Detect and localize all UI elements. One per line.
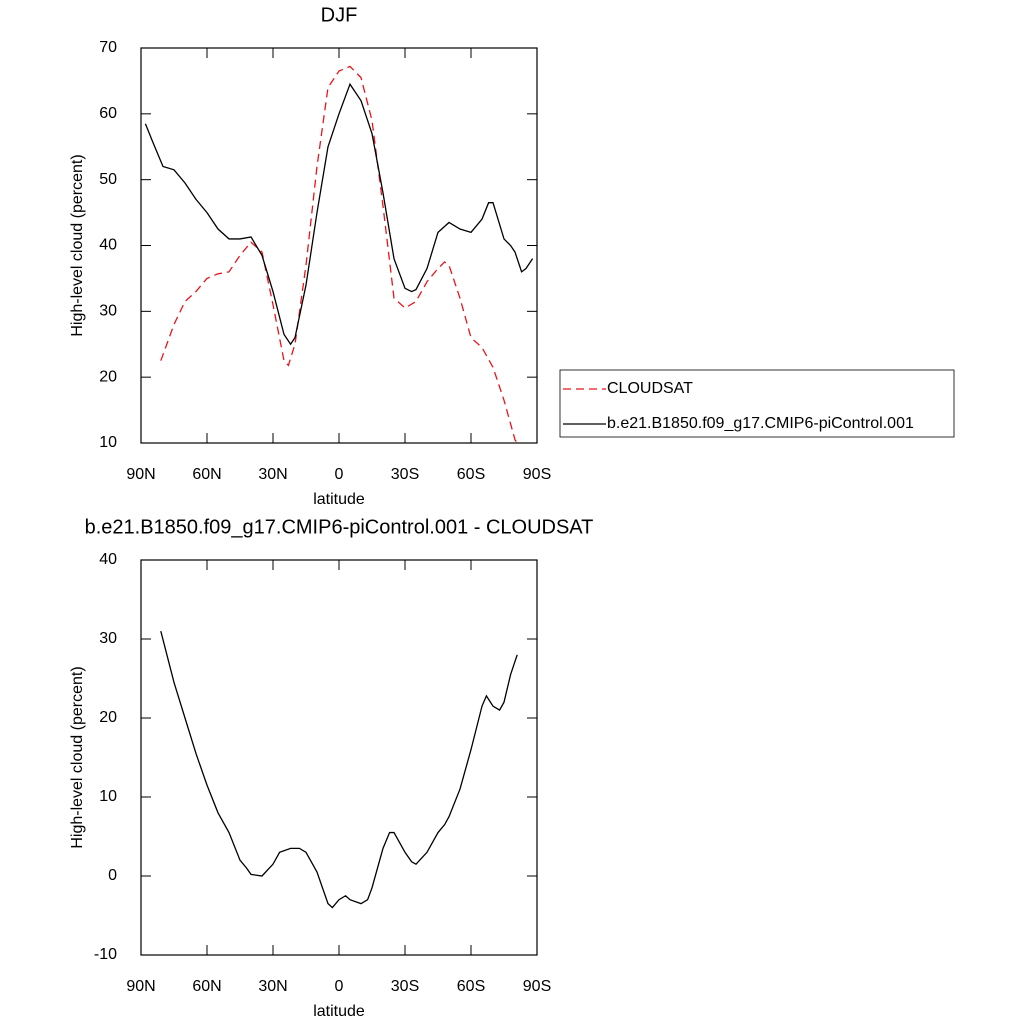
legend-label: CLOUDSAT [607, 380, 693, 397]
y-tick-label: 30 [99, 630, 117, 647]
y-tick-label: 50 [99, 171, 117, 188]
legend-label: b.e21.B1850.f09_g17.CMIP6-piControl.001 [607, 415, 914, 432]
y-tick-label: 30 [99, 303, 117, 320]
data-line [160, 630, 518, 909]
x-tick-label: 0 [335, 978, 344, 995]
legend-box [559, 369, 955, 438]
data-line [144, 82, 534, 346]
y-tick-label: 10 [99, 434, 117, 451]
x-tick-label: 30S [391, 466, 419, 483]
x-tick-label: 90N [126, 978, 155, 995]
y-tick-label: 60 [99, 105, 117, 122]
x-axis-label: latitude [313, 1003, 365, 1020]
y-axis-label: High-level cloud (percent) [69, 154, 86, 336]
y-tick-label: 40 [99, 551, 117, 568]
x-tick-label: 90N [126, 466, 155, 483]
y-axis-label: High-level cloud (percent) [69, 666, 86, 848]
x-tick-label: 30N [258, 466, 287, 483]
y-tick-label: 0 [108, 867, 117, 884]
x-axis-label: latitude [313, 491, 365, 508]
y-tick-label: 20 [99, 709, 117, 726]
x-tick-label: 60N [192, 978, 221, 995]
x-tick-label: 0 [335, 466, 344, 483]
x-tick-label: 30N [258, 978, 287, 995]
x-tick-label: 60N [192, 466, 221, 483]
x-tick-label: 30S [391, 978, 419, 995]
x-tick-label: 60S [457, 978, 485, 995]
y-tick-label: 10 [99, 788, 117, 805]
x-tick-label: 90S [523, 466, 551, 483]
y-tick-label: -10 [94, 946, 117, 963]
plot-frame [140, 559, 538, 956]
chart-title: DJF [321, 4, 358, 26]
plot-frame [140, 47, 538, 444]
y-tick-label: 70 [99, 39, 117, 56]
data-line [160, 65, 518, 444]
x-tick-label: 90S [523, 978, 551, 995]
y-tick-label: 20 [99, 368, 117, 385]
x-tick-label: 60S [457, 466, 485, 483]
y-tick-label: 40 [99, 237, 117, 254]
chart-title: b.e21.B1850.f09_g17.CMIP6-piControl.001 … [85, 516, 594, 538]
